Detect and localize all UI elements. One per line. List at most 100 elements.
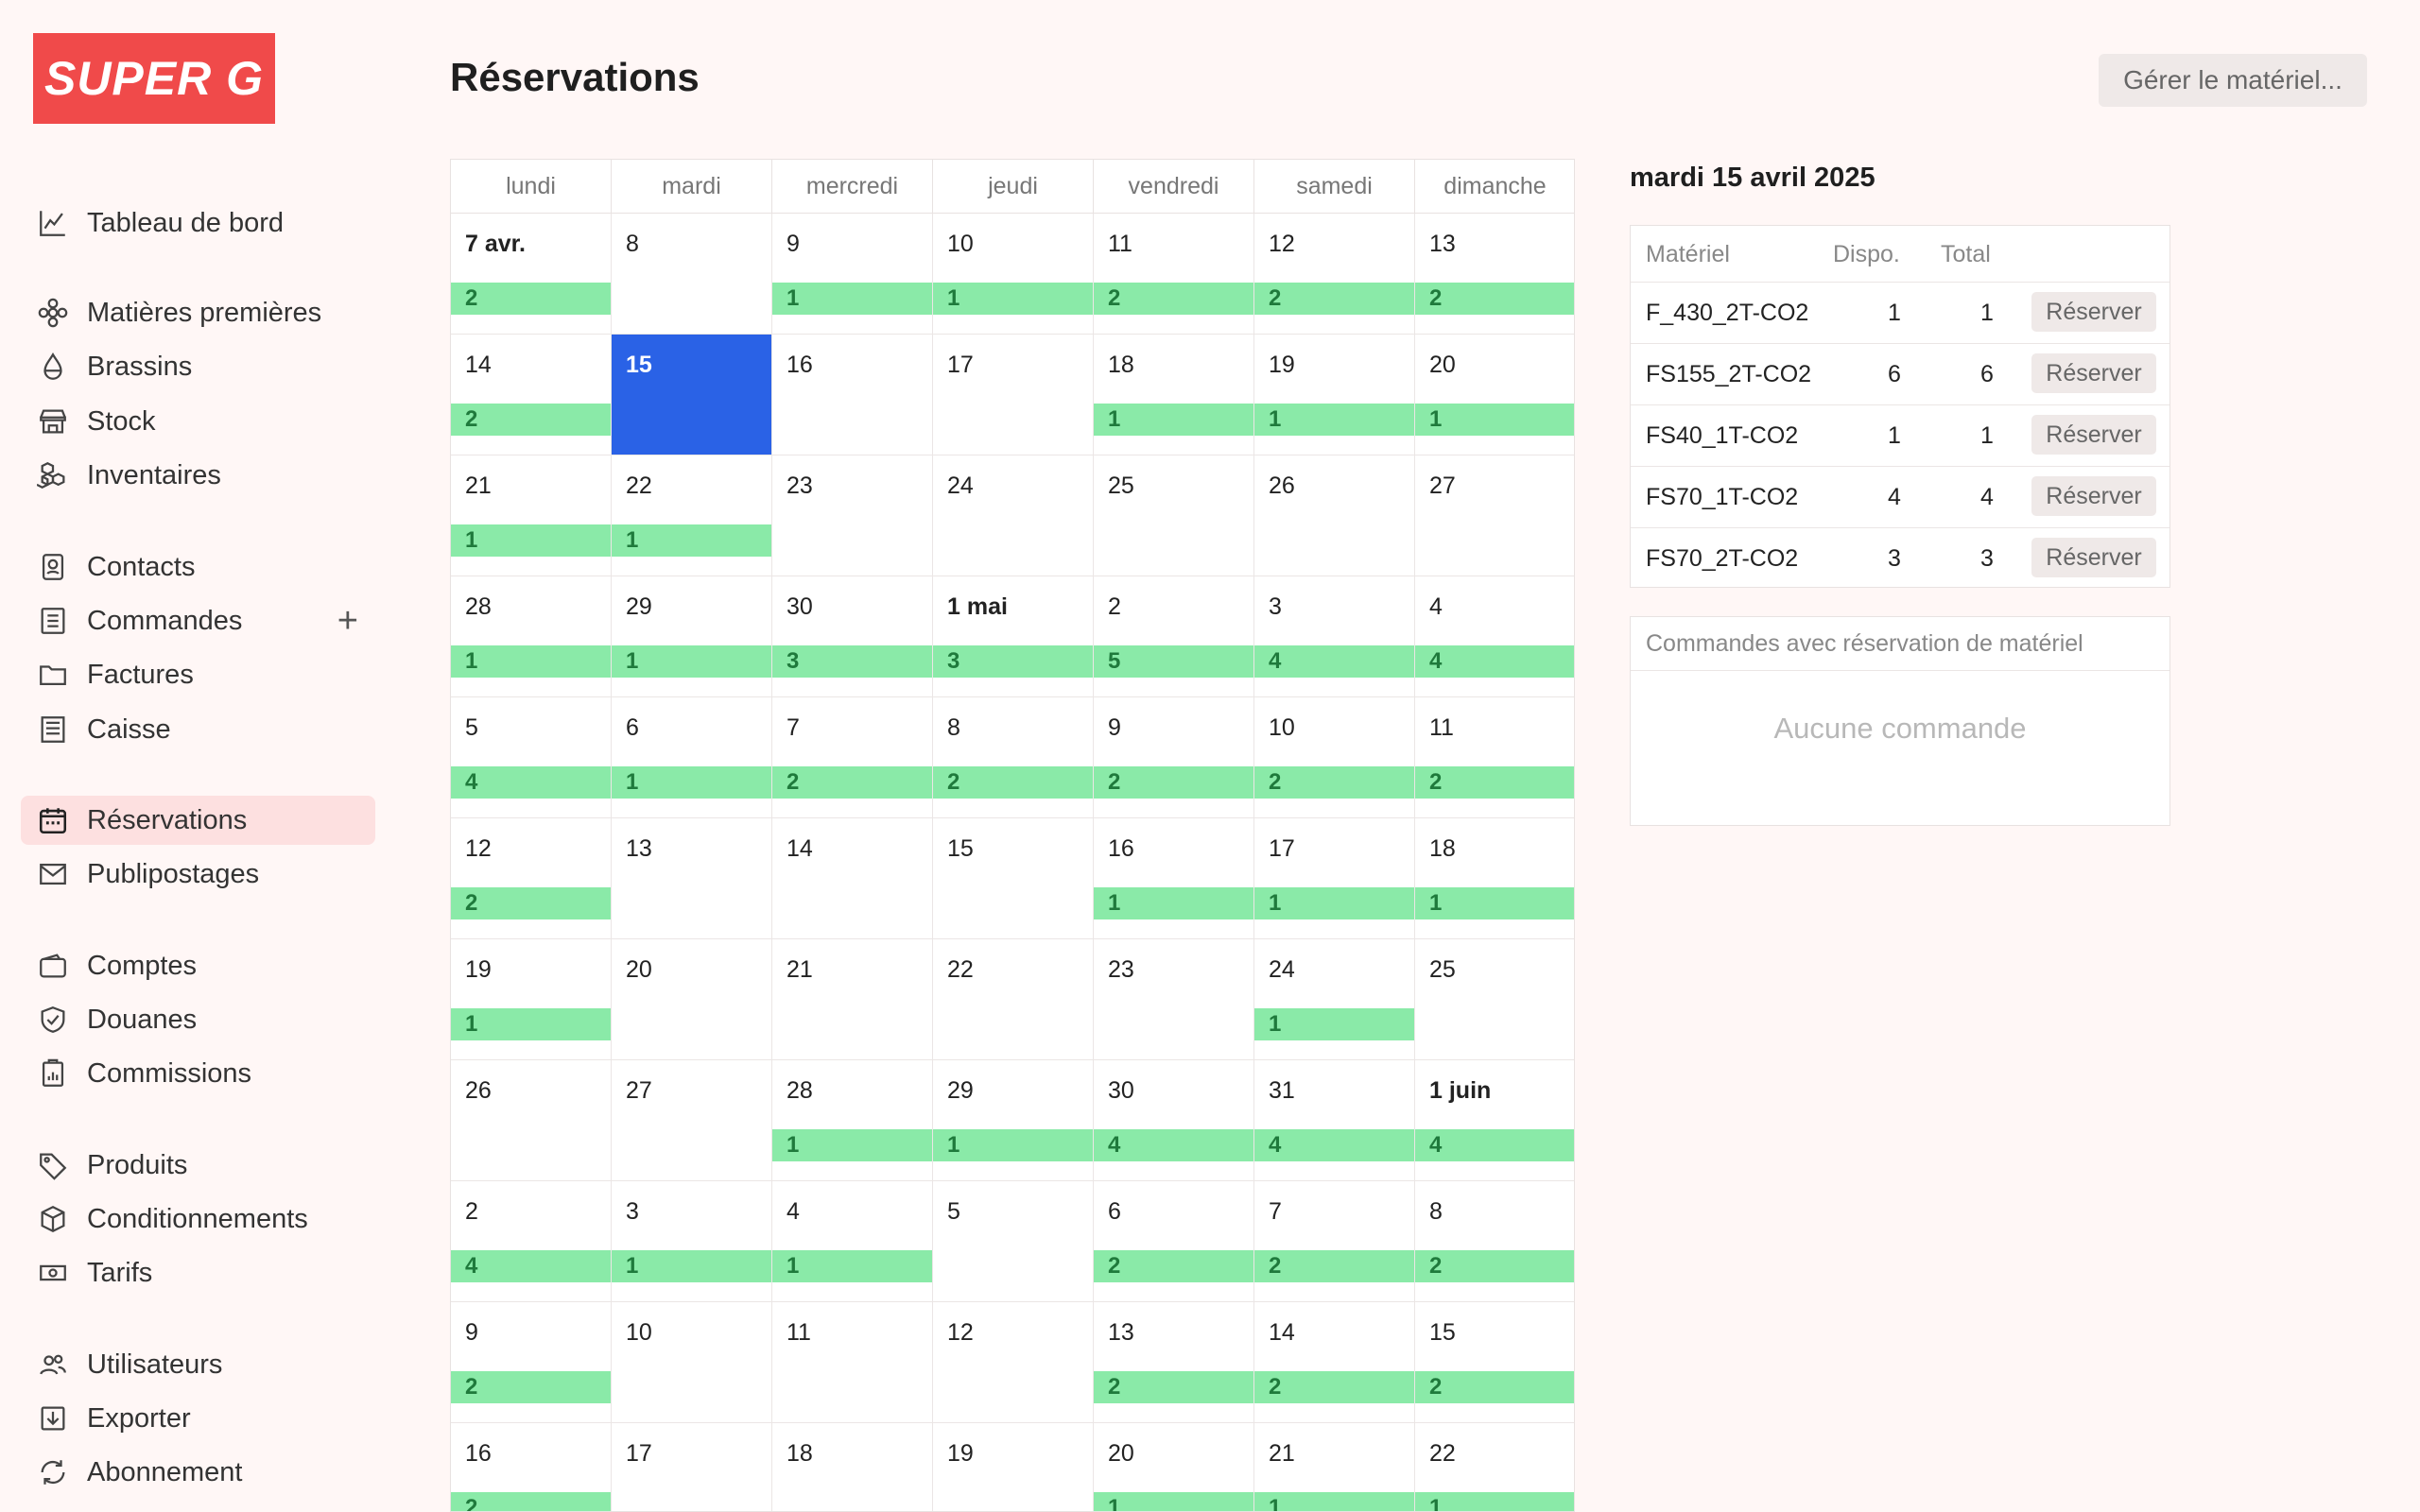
reservation-count-bar[interactable]: 4 — [451, 766, 611, 799]
sidebar-item-refresh[interactable]: Abonnement — [21, 1448, 375, 1497]
calendar-day[interactable]: 16 — [772, 335, 933, 455]
reservation-count-bar[interactable]: 2 — [772, 766, 932, 799]
reservation-count-bar[interactable]: 1 — [451, 1008, 611, 1040]
reservation-count-bar[interactable]: 2 — [1415, 283, 1574, 315]
reserve-button[interactable]: Réserver — [2031, 415, 2156, 455]
calendar-day[interactable]: 13 2 — [1094, 1302, 1254, 1423]
calendar-day[interactable]: 15 — [933, 818, 1094, 939]
calendar-day[interactable]: 21 1 — [1254, 1423, 1415, 1511]
calendar-day[interactable]: 1 mai 3 — [933, 576, 1094, 697]
sidebar-item-mail[interactable]: Publipostages — [21, 850, 375, 899]
calendar-day[interactable]: 14 2 — [451, 335, 612, 455]
calendar-day[interactable]: 11 — [772, 1302, 933, 1423]
reservation-count-bar[interactable]: 2 — [933, 766, 1093, 799]
calendar-day[interactable]: 19 1 — [1254, 335, 1415, 455]
reservation-count-bar[interactable]: 1 — [933, 1129, 1093, 1161]
reservation-count-bar[interactable]: 1 — [1254, 887, 1414, 919]
add-order-button[interactable]: + — [337, 601, 358, 641]
calendar-day[interactable]: 22 1 — [612, 455, 772, 576]
calendar-day[interactable]: 22 1 — [1415, 1423, 1574, 1511]
calendar-day[interactable]: 23 — [772, 455, 933, 576]
calendar-day[interactable]: 20 — [612, 939, 772, 1060]
calendar-day[interactable]: 5 — [933, 1181, 1094, 1302]
calendar-day[interactable]: 23 — [1094, 939, 1254, 1060]
calendar-day[interactable]: 20 1 — [1415, 335, 1574, 455]
reservation-count-bar[interactable]: 2 — [1415, 1250, 1574, 1282]
calendar-day[interactable]: 10 — [612, 1302, 772, 1423]
calendar-day[interactable]: 21 — [772, 939, 933, 1060]
calendar-day[interactable]: 19 1 — [451, 939, 612, 1060]
sidebar-item-wallet[interactable]: Comptes — [21, 941, 375, 990]
reservation-count-bar[interactable]: 2 — [1254, 283, 1414, 315]
sidebar-item-banknote[interactable]: Tarifs — [21, 1248, 375, 1297]
reservation-count-bar[interactable]: 1 — [1415, 1492, 1574, 1511]
calendar-day[interactable]: 26 — [1254, 455, 1415, 576]
calendar-day[interactable]: 1 juin 4 — [1415, 1060, 1574, 1181]
sidebar-item-calendar[interactable]: Réservations — [21, 796, 375, 845]
reservation-count-bar[interactable]: 2 — [1094, 1250, 1253, 1282]
reservation-count-bar[interactable]: 1 — [1415, 887, 1574, 919]
reservation-count-bar[interactable]: 2 — [1094, 766, 1253, 799]
reservation-count-bar[interactable]: 4 — [1254, 1129, 1414, 1161]
calendar-day[interactable]: 24 1 — [1254, 939, 1415, 1060]
calendar-day[interactable]: 10 1 — [933, 214, 1094, 335]
calendar-day[interactable]: 15 — [612, 335, 772, 455]
reservation-count-bar[interactable]: 4 — [451, 1250, 611, 1282]
calendar-day[interactable]: 18 — [772, 1423, 933, 1511]
reservation-count-bar[interactable]: 2 — [451, 404, 611, 436]
sidebar-item-boxes[interactable]: Inventaires — [21, 451, 375, 500]
sidebar-item-chart-line[interactable]: Tableau de bord — [21, 198, 375, 248]
sidebar-item-export[interactable]: Exporter — [21, 1394, 375, 1443]
calendar-day[interactable]: 28 1 — [451, 576, 612, 697]
calendar-day[interactable]: 27 — [612, 1060, 772, 1181]
calendar-day[interactable]: 12 2 — [1254, 214, 1415, 335]
calendar-day[interactable]: 19 — [933, 1423, 1094, 1511]
manage-equipment-button[interactable]: Gérer le matériel... — [2099, 54, 2367, 107]
calendar-day[interactable]: 13 — [612, 818, 772, 939]
reservation-count-bar[interactable]: 1 — [1415, 404, 1574, 436]
calendar-day[interactable]: 26 — [451, 1060, 612, 1181]
calendar-day[interactable]: 30 4 — [1094, 1060, 1254, 1181]
reservation-count-bar[interactable]: 4 — [1254, 645, 1414, 678]
reservation-count-bar[interactable]: 1 — [612, 524, 771, 557]
calendar-day[interactable]: 16 2 — [451, 1423, 612, 1511]
calendar-day[interactable]: 7 avr. 2 — [451, 214, 612, 335]
brand-logo[interactable]: SUPER G — [33, 33, 275, 124]
calendar-day[interactable]: 14 2 — [1254, 1302, 1415, 1423]
reservation-count-bar[interactable]: 1 — [612, 766, 771, 799]
reservation-count-bar[interactable]: 1 — [1254, 1008, 1414, 1040]
reservation-count-bar[interactable]: 5 — [1094, 645, 1253, 678]
calendar-day[interactable]: 18 1 — [1415, 818, 1574, 939]
reservation-count-bar[interactable]: 2 — [1254, 1250, 1414, 1282]
sidebar-item-tag[interactable]: Produits — [21, 1141, 375, 1190]
sidebar-item-shield[interactable]: Douanes — [21, 995, 375, 1044]
reservation-count-bar[interactable]: 2 — [451, 1492, 611, 1511]
calendar-day[interactable]: 21 1 — [451, 455, 612, 576]
reservation-count-bar[interactable]: 1 — [451, 645, 611, 678]
reservation-count-bar[interactable]: 1 — [1094, 887, 1253, 919]
sidebar-item-contact[interactable]: Contacts — [21, 542, 375, 592]
reserve-button[interactable]: Réserver — [2031, 292, 2156, 332]
sidebar-item-clipboard-chart[interactable]: Commissions — [21, 1049, 375, 1098]
calendar-day[interactable]: 14 — [772, 818, 933, 939]
reservation-count-bar[interactable]: 1 — [451, 524, 611, 557]
reservation-count-bar[interactable]: 1 — [612, 645, 771, 678]
calendar-day[interactable]: 25 — [1094, 455, 1254, 576]
calendar-day[interactable]: 29 1 — [933, 1060, 1094, 1181]
calendar-day[interactable]: 22 — [933, 939, 1094, 1060]
calendar-day[interactable]: 11 2 — [1094, 214, 1254, 335]
calendar-day[interactable]: 17 1 — [1254, 818, 1415, 939]
reservation-count-bar[interactable]: 2 — [451, 887, 611, 919]
calendar-day[interactable]: 13 2 — [1415, 214, 1574, 335]
reservation-count-bar[interactable]: 2 — [1254, 766, 1414, 799]
reservation-count-bar[interactable]: 2 — [1094, 283, 1253, 315]
